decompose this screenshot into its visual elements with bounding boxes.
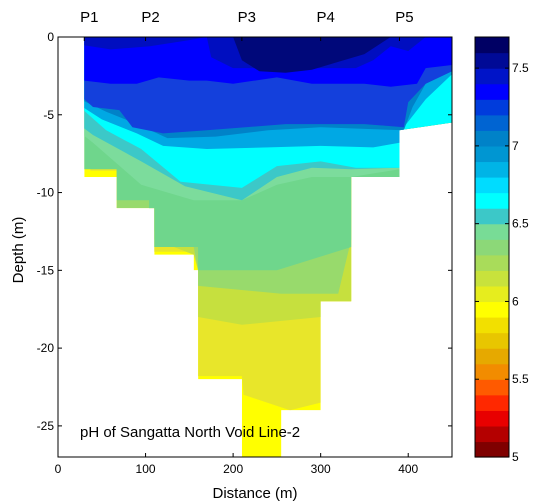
colorbar-swatch	[475, 394, 509, 411]
colorbar-swatch	[475, 425, 509, 443]
colorbar-swatch	[475, 208, 509, 225]
x-axis-label: Distance (m)	[212, 485, 297, 501]
colorbar-swatch	[475, 114, 509, 131]
chart-title: pH of Sangatta North Void Line-2	[80, 424, 300, 441]
y-tick-label: -15	[37, 263, 55, 277]
colorbar-swatch	[475, 332, 509, 349]
colorbar-swatch	[475, 37, 509, 54]
y-tick-label: 0	[47, 30, 54, 44]
y-tick-label: -25	[37, 419, 55, 433]
station-label: P2	[141, 9, 159, 26]
colorbar-swatch	[475, 68, 509, 85]
station-label: P5	[395, 9, 413, 26]
colorbar-swatch	[475, 379, 509, 396]
colorbar: 5 5.5 6 6.5 7 7.5	[474, 36, 529, 464]
colorbar-tick-label: 7	[512, 139, 519, 153]
colorbar-tick-label: 5	[512, 450, 519, 464]
axes: 0 100 200 300 400 0 -5 -10 -15 -20 -25	[37, 30, 453, 476]
colorbar-swatch	[475, 348, 509, 365]
colorbar-tick-label: 5.5	[512, 372, 529, 386]
station-label: P1	[80, 9, 98, 26]
colorbar-swatch	[475, 52, 509, 69]
colorbar-swatch	[475, 192, 509, 209]
colorbar-swatch	[475, 317, 509, 334]
colorbar-swatch	[475, 239, 509, 256]
colorbar-tick-label: 6.5	[512, 217, 529, 231]
station-labels: P1 P2 P3 P4 P5	[80, 9, 414, 41]
colorbar-swatch	[475, 441, 509, 458]
colorbar-swatch	[475, 83, 509, 100]
colorbar-swatch	[475, 161, 509, 178]
colorbar-swatch	[475, 130, 509, 147]
colorbar-swatch	[475, 254, 509, 271]
station-label: P4	[316, 9, 334, 26]
colorbar-frame	[474, 36, 510, 458]
colorbar-swatch	[475, 410, 509, 427]
colorbar-swatch	[475, 99, 509, 116]
contour-field-7-65	[233, 37, 391, 73]
y-tick-label: -20	[37, 341, 55, 355]
axes-frame	[57, 36, 453, 458]
colorbar-swatch	[475, 177, 509, 194]
contour-fields	[84, 37, 453, 457]
x-tick-label: 400	[398, 462, 418, 476]
colorbar-swatch	[475, 223, 509, 240]
x-tick-label: 100	[136, 462, 156, 476]
colorbar-tick-label: 7.5	[512, 61, 529, 75]
colorbar-swatch	[475, 270, 509, 287]
x-tick-label: 300	[311, 462, 331, 476]
colorbar-swatch	[475, 301, 509, 318]
colorbar-tick-label: 6	[512, 294, 519, 308]
colorbar-swatch	[475, 145, 509, 163]
y-axis-label: Depth (m)	[10, 217, 27, 284]
x-tick-label: 0	[55, 462, 62, 476]
station-label: P3	[238, 9, 256, 26]
y-tick-label: -5	[43, 108, 54, 122]
colorbar-swatch	[475, 363, 509, 380]
x-tick-label: 200	[223, 462, 243, 476]
y-tick-label: -10	[37, 186, 55, 200]
colorbar-swatch	[475, 285, 509, 303]
